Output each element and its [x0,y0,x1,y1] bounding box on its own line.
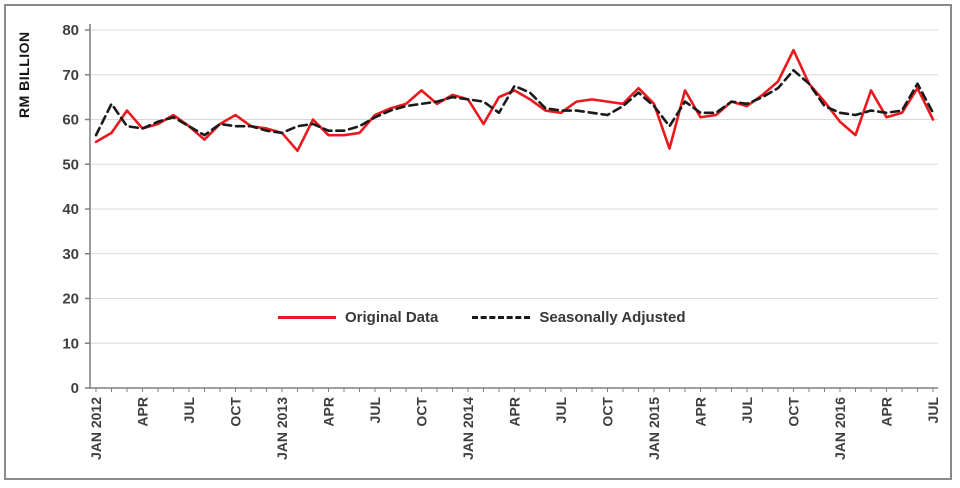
y-tick-label: 60 [62,112,79,129]
y-tick-label: 80 [62,22,79,39]
x-tick-label: APR [321,397,337,427]
seasonally-adjusted-line [94,68,935,137]
y-tick-label: 40 [62,201,79,218]
x-tick-label: JUL [181,397,197,424]
y-tick-label: 20 [62,291,79,308]
y-tick-label: 50 [62,156,79,173]
x-tick-label: JAN 2013 [274,397,290,460]
x-tick-label: OCT [600,397,616,427]
seasonally-adjusted-line-swatch [472,316,531,319]
original-data-line [94,48,935,153]
legend-item-seasonally-adjusted: Seasonally Adjusted [472,309,686,326]
y-tick-label: 30 [62,246,79,263]
x-tick-label: JAN 2015 [646,397,662,460]
legend-label-seasonally-adjusted: Seasonally Adjusted [539,309,686,326]
legend-label-original-data: Original Data [345,309,439,326]
y-axis-title: RM BILLION [16,31,32,118]
x-tick-label: JUL [739,397,755,424]
y-tick-label: 70 [62,67,79,84]
y-tick-label: 0 [71,380,79,397]
x-tick-label: OCT [414,397,430,427]
x-tick-label: OCT [228,397,244,427]
original-data-line-swatch [278,316,336,319]
x-tick-label: JAN 2012 [88,397,104,460]
y-tick-label: 10 [62,335,79,352]
chart-legend: Original Data Seasonally Adjusted [278,309,686,326]
x-tick-label: JAN 2016 [832,397,848,460]
x-tick-label: JUL [553,397,569,424]
x-tick-label: APR [879,397,895,427]
x-tick-label: JUL [925,397,941,424]
x-tick-label: APR [507,397,523,427]
x-tick-label: OCT [786,397,802,427]
legend-item-original-data: Original Data [278,309,438,326]
x-tick-label: APR [135,397,151,427]
x-tick-label: JUL [367,397,383,424]
figure-border [4,4,952,480]
x-tick-label: JAN 2014 [460,397,476,460]
x-tick-label: APR [693,397,709,427]
